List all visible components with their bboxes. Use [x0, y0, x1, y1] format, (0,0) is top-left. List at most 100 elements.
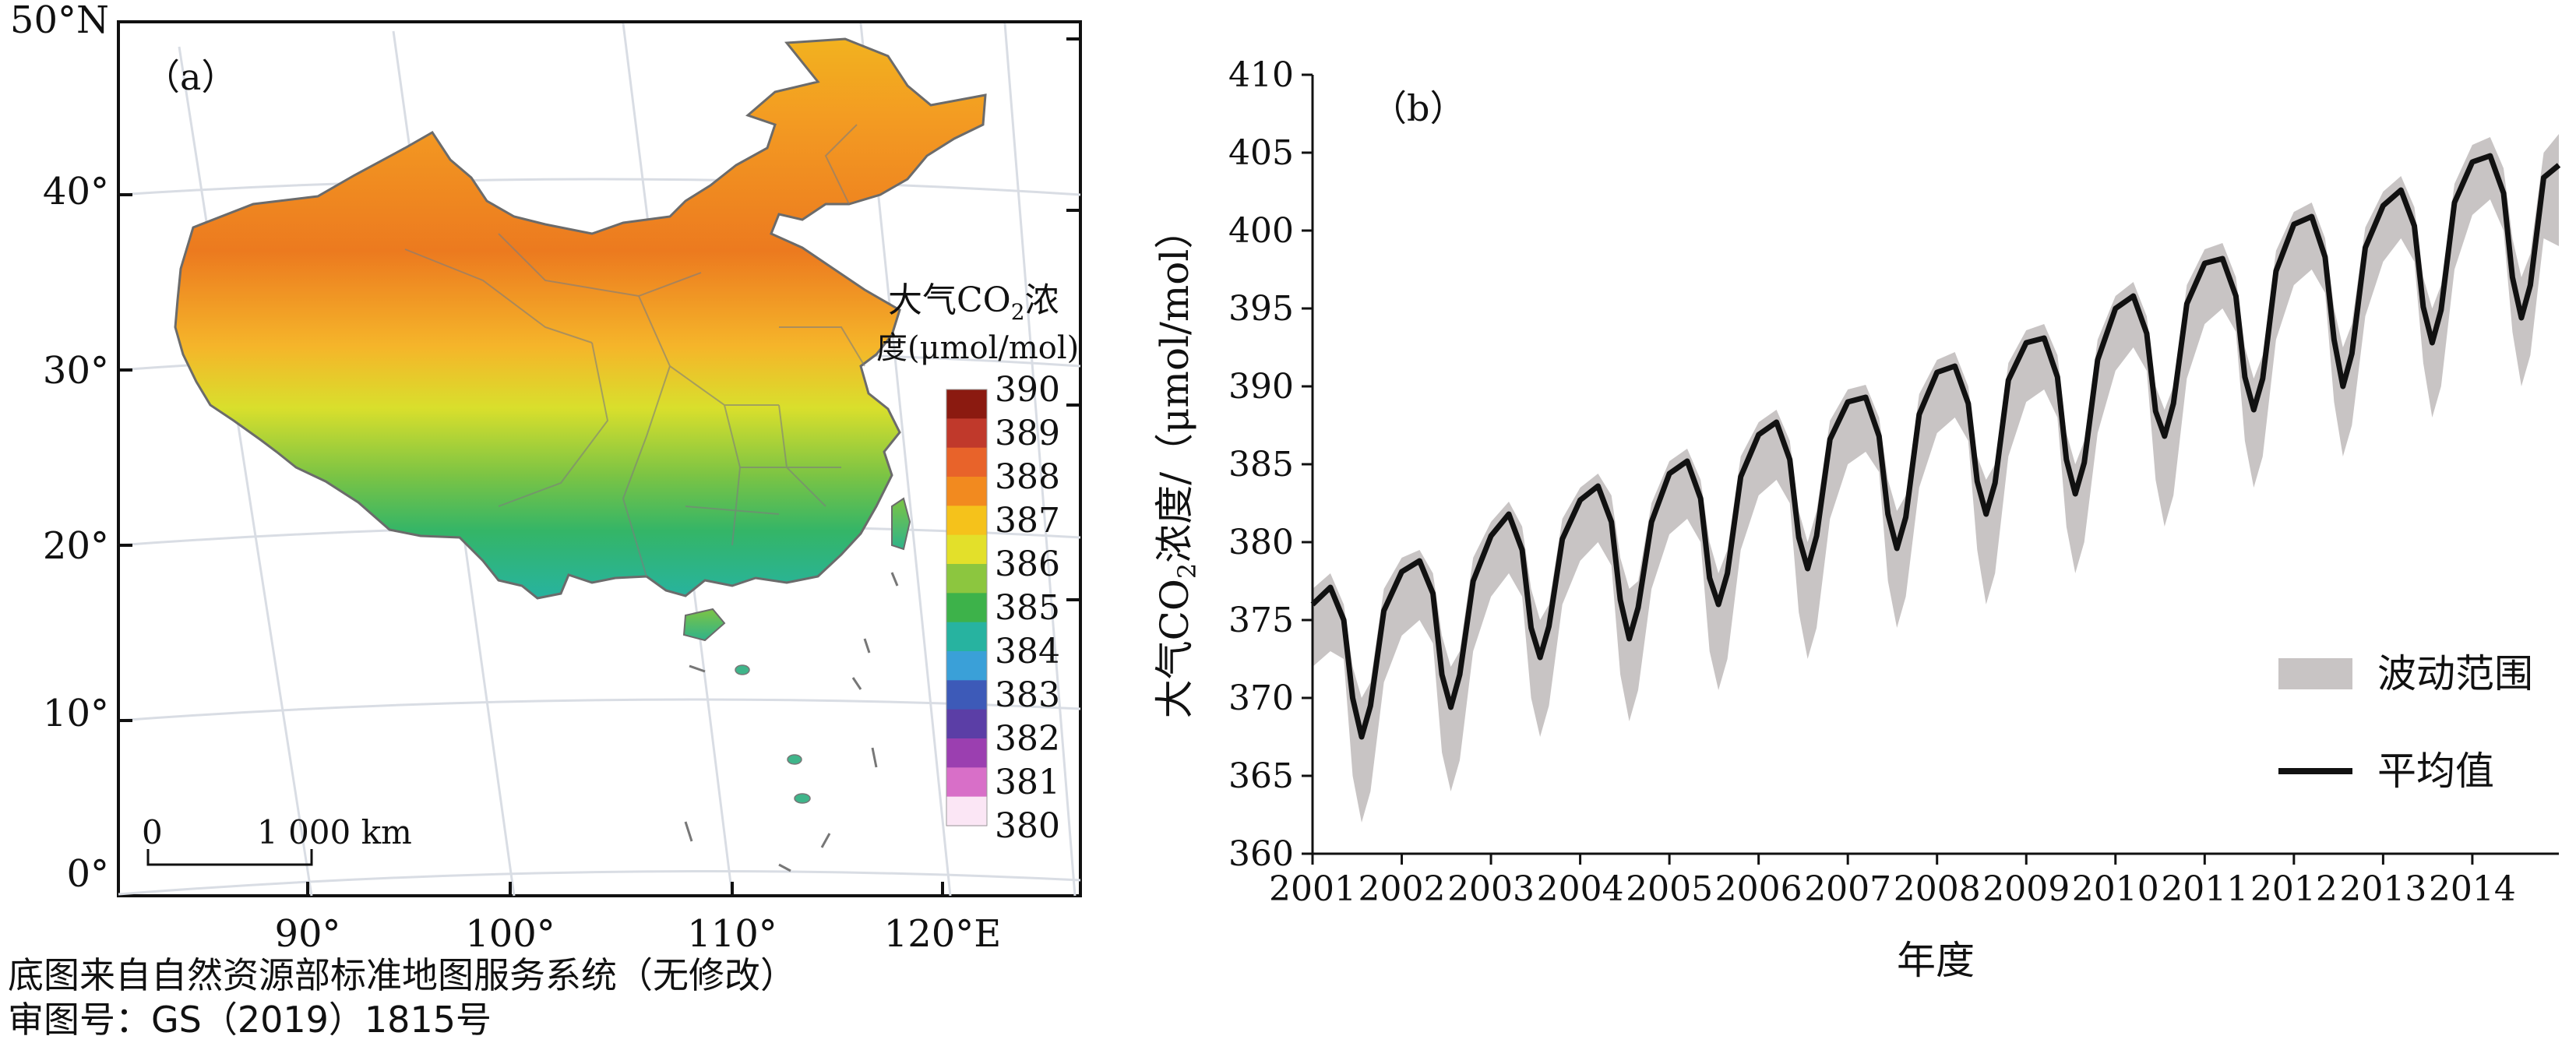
colorbar-tick-label: 388: [995, 457, 1060, 497]
x-tick-label: 2005: [1626, 869, 1713, 909]
map-frame: [117, 20, 1082, 897]
legend-label-mean: 平均值: [2377, 749, 2494, 794]
panel-b-chart: （b） 410 405 400 395 390 385 380 375 370 365 360 20…: [1152, 55, 2561, 983]
lon-label-90: 90°: [274, 912, 340, 956]
colorbar-segment: [946, 709, 987, 739]
map-graticule: [118, 23, 1081, 897]
x-tick-label: 2008: [1894, 869, 1981, 909]
y-tick-label: 385: [1228, 445, 1294, 485]
x-tick-label: 2007: [1804, 869, 1891, 909]
colorbar-segment: [946, 593, 987, 623]
map-frame-ticks: [118, 37, 1080, 896]
hainan-shape: [682, 608, 726, 642]
province-boundaries: [404, 124, 865, 577]
colorbar-segment: [946, 534, 987, 565]
scale-bar-label: 1 000 km: [257, 813, 412, 851]
scale-bar: 0 1 000 km: [142, 813, 412, 866]
y-tick-label: 365: [1228, 756, 1294, 796]
y-tick-label: 395: [1228, 289, 1294, 329]
colorbar-gradient: [946, 389, 987, 826]
x-tick-label: 2004: [1537, 869, 1624, 909]
colorbar-segment: [946, 651, 987, 682]
panel-a-label: （a）: [144, 56, 237, 98]
map-approval-caption: 审图号：GS（2019）1815号: [8, 999, 492, 1041]
legend-swatch-band: [2278, 658, 2352, 689]
scale-bar-zero: 0: [142, 813, 163, 851]
lon-label-100: 100°: [465, 912, 555, 956]
colorbar-segment: [946, 418, 987, 449]
lat-label-0: 0°: [66, 852, 109, 896]
colorbar-border: [946, 389, 988, 826]
x-tick-label: 2011: [2161, 869, 2248, 909]
lat-label-40: 40°: [43, 170, 109, 213]
colorbar-tick-label: 387: [995, 501, 1060, 541]
fluctuation-band-area: [1313, 134, 2559, 823]
x-tick-label: 2014: [2429, 869, 2516, 909]
y-tick-label: 405: [1228, 133, 1294, 173]
x-tick-label: 2001: [1269, 869, 1356, 909]
south-china-sea-islands: [735, 664, 811, 804]
lat-label-30: 30°: [43, 349, 109, 393]
colorbar-tick-label: 383: [995, 675, 1060, 715]
x-axis-title: 年度: [1897, 938, 1975, 983]
lon-label-110: 110°: [687, 912, 777, 956]
y-tick-label: 370: [1228, 678, 1294, 718]
colorbar-tick-label: 384: [995, 632, 1060, 671]
x-axis-ticks: 2001 2002 2003 2004 2005 2006 2007 2008 2009 2010…: [1269, 854, 2516, 909]
colorbar-segment: [946, 389, 987, 420]
mean-line-path: [1310, 153, 2561, 740]
colorbar-tick-label: 381: [995, 763, 1060, 802]
colorbar-segment: [946, 506, 987, 536]
legend-title-line2: 度(μmol/mol): [876, 330, 1079, 366]
y-tick-label: 360: [1228, 834, 1294, 874]
legend-title-line1: 大气CO2浓: [888, 280, 1059, 325]
fluctuation-range-band: [1313, 134, 2559, 823]
lon-label-120: 120°E: [884, 912, 1002, 956]
scale-bar-line: [146, 849, 313, 866]
colorbar-segment: [946, 447, 987, 477]
colorbar-segment: [946, 477, 987, 507]
map-source-caption: 底图来自自然资源部标准地图服务系统（无修改）: [8, 954, 796, 996]
longitude-labels: 90° 100° 110° 120°E: [274, 912, 1001, 956]
x-tick-label: 2006: [1715, 869, 1802, 909]
colorbar-tick-label: 380: [995, 806, 1060, 846]
y-tick-label: 400: [1228, 211, 1294, 251]
y-tick-label: 380: [1228, 523, 1294, 562]
x-tick-label: 2002: [1358, 869, 1446, 909]
colorbar-segment: [946, 767, 987, 798]
lat-label-20: 20°: [43, 524, 109, 568]
colorbar-tick-label: 386: [995, 544, 1060, 584]
y-tick-label: 390: [1228, 367, 1294, 407]
colorbar-tick-label: 385: [995, 588, 1060, 628]
china-mainland-shape: [174, 37, 987, 600]
caption-line-2: 审图号：GS（2019）1815号: [8, 999, 492, 1041]
chart-legend: 波动范围 平均值: [2278, 651, 2533, 794]
x-tick-label: 2010: [2072, 869, 2159, 909]
colorbar-segment: [946, 564, 987, 594]
lat-label-50: 50°N: [10, 0, 109, 42]
x-tick-label: 2009: [1982, 869, 2070, 909]
colorbar-segment: [946, 680, 987, 710]
colorbar-segment: [946, 796, 987, 826]
legend-label-band: 波动范围: [2377, 651, 2533, 696]
x-tick-label: 2012: [2250, 869, 2338, 909]
colorbar-segment: [946, 622, 987, 652]
y-axis-title: 大气CO2浓度/（μmol/mol）: [1152, 210, 1202, 719]
y-axis-ticks: 410 405 400 395 390 385 380 375 370 365 360: [1228, 55, 1313, 874]
panel-b-label: （b）: [1371, 87, 1465, 129]
taiwan-shape: [891, 497, 911, 551]
x-tick-label: 2003: [1447, 869, 1535, 909]
panel-a-map: （a） 50°N 40° 30° 20° 10° 0° 90° 100° 110…: [10, 0, 1082, 956]
nine-dash-line: [684, 572, 899, 872]
caption-line-1: 底图来自自然资源部标准地图服务系统（无修改）: [8, 954, 796, 996]
colorbar-segment: [946, 738, 987, 769]
latitude-labels: 50°N 40° 30° 20° 10° 0°: [10, 0, 109, 896]
lat-label-10: 10°: [43, 692, 109, 735]
y-tick-label: 375: [1228, 601, 1294, 640]
y-tick-label: 410: [1228, 55, 1294, 95]
mean-co2-line: [1310, 153, 2561, 740]
colorbar-tick-label: 390: [995, 370, 1060, 410]
